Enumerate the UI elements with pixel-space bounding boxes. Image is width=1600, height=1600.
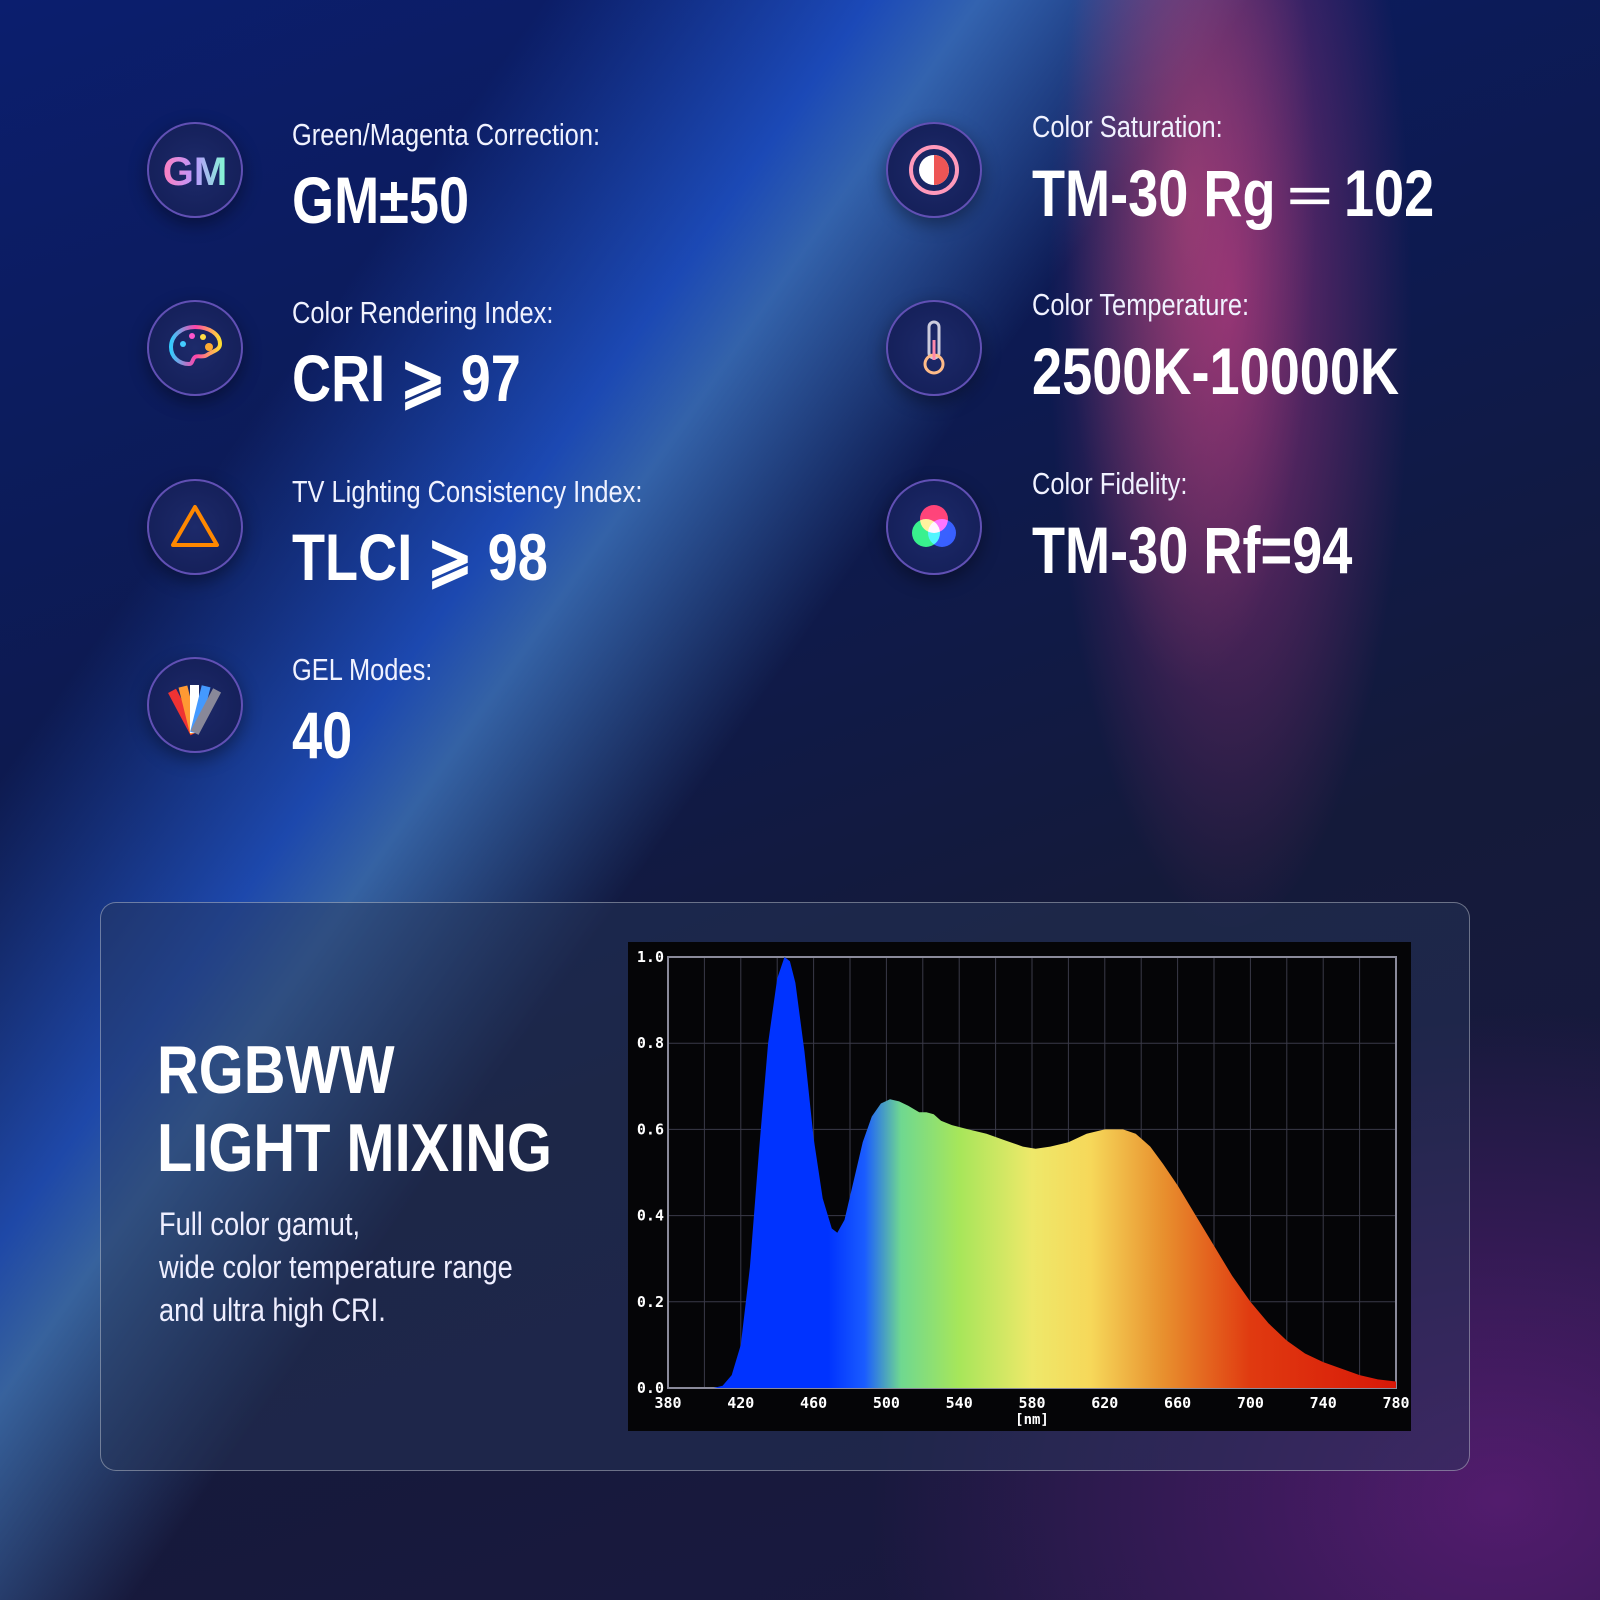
spec-value: 40 <box>292 698 353 772</box>
spec-label: TV Lighting Consistency Index: <box>292 474 643 509</box>
x-tick-label: 420 <box>727 1394 754 1412</box>
spectrum-chart: 380 420 460 500 540 580 620 660 700 740 780 0.0 0.2 0… <box>628 942 1411 1431</box>
rgb-circles-icon <box>886 479 982 575</box>
spec-label: GEL Modes: <box>292 652 433 687</box>
spectrum-chart-svg: 380 420 460 500 540 580 620 660 700 740 780 0.0 0.2 0… <box>637 948 1410 1428</box>
panel-desc-line1: Full color gamut, <box>159 1206 361 1242</box>
thermometer-icon <box>886 300 982 396</box>
panel-desc-line2: wide color temperature range <box>159 1249 513 1285</box>
panel-desc-line3: and ultra high CRI. <box>159 1292 386 1328</box>
rgbww-panel: RGBWW LIGHT MIXING Full color gamut, wid… <box>100 902 1470 1471</box>
x-tick-label: 580 <box>1018 1394 1045 1412</box>
x-tick-label: 620 <box>1091 1394 1118 1412</box>
x-tick-label: 540 <box>946 1394 973 1412</box>
y-tick-label: 0.0 <box>637 1379 664 1397</box>
spec-value: TLCI ⩾ 98 <box>292 520 548 594</box>
y-tick-label: 0.4 <box>637 1207 664 1225</box>
gm-icon: GM <box>147 122 243 218</box>
x-tick-label: 740 <box>1310 1394 1337 1412</box>
x-axis-label: [nm] <box>1015 1412 1049 1428</box>
triangle-icon <box>147 479 243 575</box>
spec-label: Color Saturation: <box>1032 109 1223 144</box>
spec-label: Green/Magenta Correction: <box>292 117 601 152</box>
panel-description: Full color gamut, wide color temperature… <box>159 1203 513 1332</box>
spec-label: Color Fidelity: <box>1032 466 1188 501</box>
svg-text:GM: GM <box>163 150 227 194</box>
panel-title-line2: LIGHT MIXING <box>157 1110 552 1186</box>
spec-value: CRI ⩾ 97 <box>292 341 521 415</box>
spec-value: 2500K-10000K <box>1032 334 1400 408</box>
panel-title-line1: RGBWW <box>157 1032 395 1108</box>
x-tick-label: 660 <box>1164 1394 1191 1412</box>
y-tick-label: 0.6 <box>637 1120 664 1138</box>
y-tick-label: 0.8 <box>637 1034 664 1052</box>
x-tick-label: 700 <box>1237 1394 1264 1412</box>
spec-label: Color Temperature: <box>1032 287 1250 322</box>
spec-value: TM-30 Rf=94 <box>1032 513 1353 587</box>
x-tick-label: 460 <box>800 1394 827 1412</box>
gel-swatch-icon <box>147 657 243 753</box>
spec-label: Color Rendering Index: <box>292 295 554 330</box>
y-tick-label: 0.2 <box>637 1293 664 1311</box>
saturation-icon <box>886 122 982 218</box>
x-tick-label: 780 <box>1382 1394 1409 1412</box>
spectrum-area <box>668 957 1396 1388</box>
y-tick-label: 1.0 <box>637 948 664 966</box>
spec-value: TM-30 Rg ═ 102 <box>1032 156 1435 230</box>
palette-icon <box>147 300 243 396</box>
x-tick-label: 380 <box>654 1394 681 1412</box>
spec-value: GM±50 <box>292 163 470 237</box>
x-tick-label: 500 <box>873 1394 900 1412</box>
